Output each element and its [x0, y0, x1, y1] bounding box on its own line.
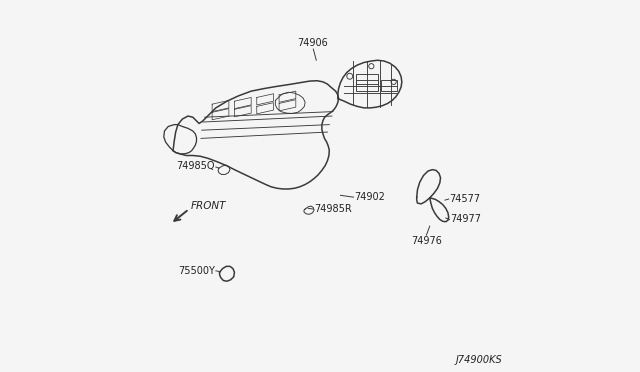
Text: 74906: 74906	[297, 38, 328, 48]
Text: 75500Y: 75500Y	[178, 266, 215, 276]
Text: 74977: 74977	[450, 215, 481, 224]
Text: 74577: 74577	[449, 194, 481, 204]
Bar	[356, 80, 378, 91]
Bar	[381, 80, 397, 91]
Text: 74985Q: 74985Q	[177, 161, 215, 171]
Text: 74976: 74976	[411, 236, 442, 246]
Text: 74985R: 74985R	[314, 204, 352, 214]
Bar	[356, 74, 378, 84]
Text: J74900KS: J74900KS	[456, 355, 502, 365]
Text: FRONT: FRONT	[191, 202, 226, 211]
Text: 74902: 74902	[354, 192, 385, 202]
